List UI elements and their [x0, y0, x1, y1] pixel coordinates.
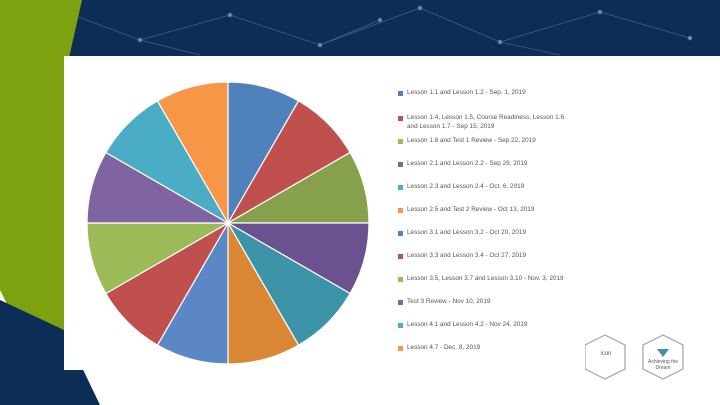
legend-swatch: [398, 254, 403, 259]
legend-swatch: [398, 231, 403, 236]
legend-item: Lesson 3.3 and Lesson 3.4 - Oct 27, 2019: [398, 251, 567, 260]
pie-chart: [85, 80, 371, 366]
legend-item: Lesson 4.7 - Dec. 8, 2019: [398, 343, 567, 352]
legend-label: Lesson 2.3 and Lesson 2.4 - Oct. 6, 2019: [407, 183, 525, 190]
legend-label: Test 3 Review - Nov 10, 2019: [407, 298, 491, 305]
legend-item: Lesson 2.3 and Lesson 2.4 - Oct. 6, 2019: [398, 182, 567, 191]
legend-label: Lesson 3.1 and Lesson 3.2 - Oct 20, 2019: [407, 229, 527, 236]
legend-item: Lesson 4.1 and Lesson 4.2 - Nov 24, 2019: [398, 320, 567, 329]
legend-item: Lesson 1.8 and Test 1 Review - Sep 22, 2…: [398, 136, 567, 145]
partner-logos: icon Achieving the Dream: [584, 333, 695, 383]
network-pattern: [57, 5, 693, 56]
left-logo-hexagon: [584, 334, 626, 380]
pie-slice-12: [156, 81, 229, 226]
right-logo-hexagon: [642, 334, 684, 380]
legend-label: Lesson 2.5 and Test 2 Review - Oct 13, 2…: [407, 206, 535, 213]
legend-label: Lesson 3.5, Lesson 3.7 and Lesson 3.10 -…: [407, 275, 564, 282]
logos-svg: [584, 334, 684, 380]
legend-item: Lesson 3.5, Lesson 3.7 and Lesson 3.10 -…: [398, 274, 567, 283]
legend-item: Test 3 Review - Nov 10, 2019: [398, 297, 567, 306]
legend-swatch: [398, 208, 403, 213]
right-logo-text: Achieving the Dream: [647, 359, 679, 371]
legend-swatch: [398, 346, 403, 351]
legend-swatch: [398, 185, 403, 190]
legend-item: Lesson 2.5 and Test 2 Review - Oct 13, 2…: [398, 205, 567, 214]
legend-label: Lesson 1.8 and Test 1 Review - Sep 22, 2…: [407, 137, 536, 144]
legend-label: Lesson 4.7 - Dec. 8, 2019: [407, 344, 481, 351]
legend-label: Lesson 3.3 and Lesson 3.4 - Oct 27, 2019: [407, 252, 527, 259]
legend-swatch: [398, 139, 403, 144]
legend-item: Lesson 1.1 and Lesson 1.2 - Sep. 1, 2019: [398, 88, 567, 97]
decorative-side-shapes: [0, 0, 100, 405]
left-logo-text: icon: [600, 351, 612, 357]
pie-svg: [86, 81, 370, 365]
legend-item: Lesson 1.4, Lesson 1.5, Course Readiness…: [398, 113, 567, 131]
legend-label: Lesson 4.1 and Lesson 4.2 - Nov 24, 2019: [407, 321, 528, 328]
legend-swatch: [398, 116, 403, 121]
legend-swatch: [398, 323, 403, 328]
legend-item: Lesson 3.1 and Lesson 3.2 - Oct 20, 2019: [398, 228, 567, 237]
legend-swatch: [398, 91, 403, 96]
legend-swatch: [398, 300, 403, 305]
legend-swatch: [398, 277, 403, 282]
legend-item: Lesson 2.1 and Lesson 2.2 - Sep 29, 2019: [398, 159, 567, 168]
legend-label: Lesson 2.1 and Lesson 2.2 - Sep 29, 2019: [407, 160, 528, 167]
legend-label: Lesson 1.1 and Lesson 1.2 - Sep. 1, 2019: [407, 89, 526, 96]
right-logo-mark: [657, 349, 669, 357]
top-banner: [0, 0, 720, 56]
legend-swatch: [398, 162, 403, 167]
legend-label: Lesson 1.4, Lesson 1.5, Course Readiness…: [407, 114, 565, 130]
